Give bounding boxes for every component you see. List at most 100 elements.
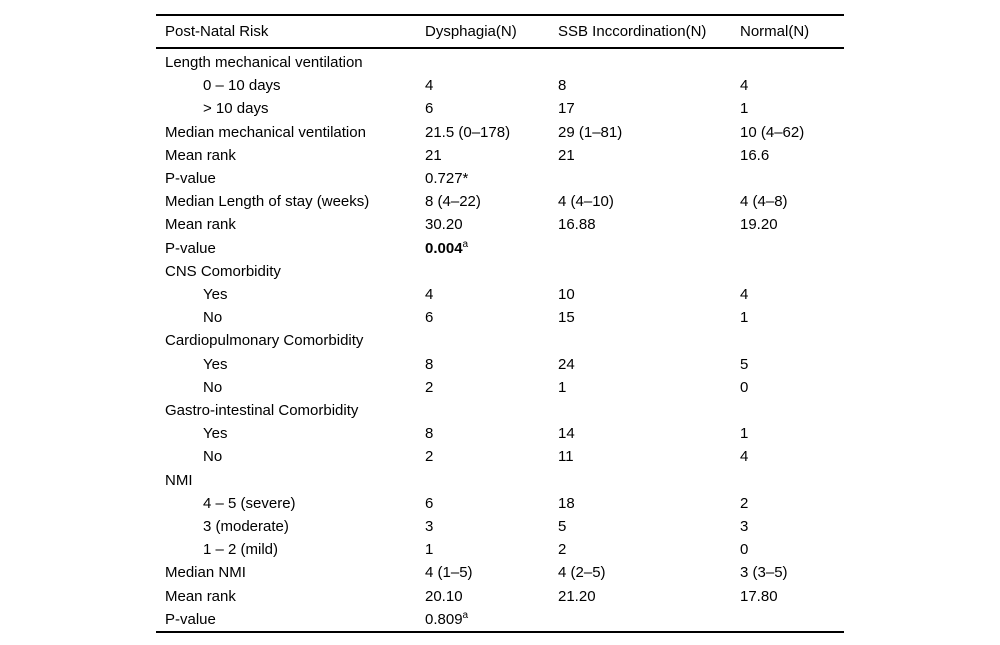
row-value — [425, 399, 558, 422]
row-value — [740, 237, 844, 260]
table-row: Yes 8 24 5 — [156, 353, 844, 376]
row-value: 6 — [425, 309, 434, 327]
row-label: 3 (moderate) — [203, 518, 289, 536]
header-post-natal-risk: Post-Natal Risk — [165, 23, 269, 40]
table-row: Median mechanical ventilation 21.5 (0–178… — [156, 121, 844, 144]
header-ssb-incoordination: SSB Inccordination(N) — [558, 23, 707, 40]
row-value: 10 — [558, 286, 575, 304]
table-row: Mean rank 20.10 21.20 17.80 — [156, 585, 844, 608]
table-row: Median NMI 4 (1–5) 4 (2–5) 3 (3–5) — [156, 561, 844, 584]
row-value: 4 — [740, 448, 749, 466]
row-value: 8 — [425, 355, 434, 373]
row-value: 24 — [558, 355, 575, 373]
table-row: CNS Comorbidity — [156, 260, 844, 283]
table-row: P-value 0.004a — [156, 237, 844, 260]
table-row: Yes 8 14 1 — [156, 422, 844, 445]
row-label: Yes — [203, 355, 228, 373]
row-value: 3 (3–5) — [740, 564, 788, 582]
row-value: 1 — [740, 309, 749, 327]
row-value: 4 — [740, 286, 749, 304]
header-row: Post-Natal Risk Dysphagia(N) SSB Inccord… — [156, 15, 844, 48]
table-row: No 2 11 4 — [156, 445, 844, 468]
row-value: 2 — [740, 494, 749, 512]
row-label: Cardiopulmonary Comorbidity — [165, 332, 364, 350]
row-value — [740, 329, 844, 352]
row-value: 4 — [740, 77, 749, 95]
row-value — [558, 399, 740, 422]
row-value: 18 — [558, 494, 575, 512]
p-value-text: 0.809 — [425, 610, 463, 628]
row-value: 21.5 (0–178) — [425, 123, 511, 141]
row-value — [425, 260, 558, 283]
row-value: 11 — [558, 448, 574, 466]
row-value: 1 — [558, 378, 567, 396]
row-label: P-value — [165, 170, 216, 188]
table-row: No 6 15 1 — [156, 306, 844, 329]
row-value: 8 — [558, 77, 567, 95]
row-value — [740, 399, 844, 422]
table-row: Cardiopulmonary Comorbidity — [156, 329, 844, 352]
row-label: Mean rank — [165, 216, 236, 234]
row-label: > 10 days — [203, 100, 269, 118]
table-row: Gastro-intestinal Comorbidity — [156, 399, 844, 422]
row-value — [740, 469, 844, 492]
table-row: > 10 days 6 17 1 — [156, 97, 844, 120]
row-value: 3 — [740, 518, 749, 536]
row-value: 8 (4–22) — [425, 193, 481, 211]
post-natal-risk-table: Post-Natal Risk Dysphagia(N) SSB Inccord… — [156, 14, 844, 633]
row-label: Mean rank — [165, 146, 236, 164]
row-value: 0.727* — [425, 170, 469, 188]
row-label: Length mechanical ventilation — [165, 54, 363, 71]
row-value — [558, 167, 740, 190]
row-value — [558, 608, 740, 632]
table-row: No 2 1 0 — [156, 376, 844, 399]
row-value: 29 (1–81) — [558, 123, 623, 141]
table-row: 1 – 2 (mild) 1 2 0 — [156, 538, 844, 561]
row-value — [740, 260, 844, 283]
table-row: 4 – 5 (severe) 6 18 2 — [156, 492, 844, 515]
row-label: No — [203, 378, 223, 396]
row-value: 21 — [558, 146, 575, 164]
table-row: 0 – 10 days 4 8 4 — [156, 74, 844, 97]
row-label: 0 – 10 days — [203, 77, 281, 95]
row-value: 4 (1–5) — [425, 564, 473, 582]
row-label: P-value — [165, 610, 216, 628]
row-label: Yes — [203, 425, 228, 443]
row-value: 10 (4–62) — [740, 123, 805, 141]
row-value: 2 — [425, 378, 434, 396]
row-value: 4 — [425, 286, 434, 304]
row-value — [425, 48, 558, 74]
row-value: 20.10 — [425, 587, 463, 605]
row-value: 1 — [740, 425, 749, 443]
row-value — [558, 329, 740, 352]
row-value — [558, 260, 740, 283]
row-label: Mean rank — [165, 587, 236, 605]
table-row: Length mechanical ventilation — [156, 48, 844, 74]
table-header: Post-Natal Risk Dysphagia(N) SSB Inccord… — [156, 15, 844, 48]
row-value: 16.6 — [740, 146, 770, 164]
row-value: 21.20 — [558, 587, 596, 605]
p-value-text: 0.004 — [425, 239, 463, 257]
footnote-marker: a — [462, 609, 469, 621]
row-label: Median NMI — [165, 564, 246, 582]
row-value — [558, 469, 740, 492]
row-label: 1 – 2 (mild) — [203, 541, 279, 559]
row-value: 21 — [425, 146, 442, 164]
table-row: Yes 4 10 4 — [156, 283, 844, 306]
row-value: 8 — [425, 425, 434, 443]
row-value: 3 — [425, 518, 434, 536]
row-label: 4 – 5 (severe) — [203, 494, 296, 512]
row-value: 6 — [425, 494, 434, 512]
row-value: 4 (2–5) — [558, 564, 606, 582]
table-row: 3 (moderate) 3 5 3 — [156, 515, 844, 538]
row-value — [740, 48, 844, 74]
row-value — [740, 608, 844, 632]
row-value: 5 — [740, 355, 749, 373]
row-label: P-value — [165, 239, 216, 257]
row-value: 4 — [425, 77, 434, 95]
row-value — [558, 48, 740, 74]
row-value — [425, 329, 558, 352]
row-label: Median mechanical ventilation — [165, 123, 366, 141]
row-value: 17.80 — [740, 587, 778, 605]
footnote-marker: a — [462, 238, 469, 250]
